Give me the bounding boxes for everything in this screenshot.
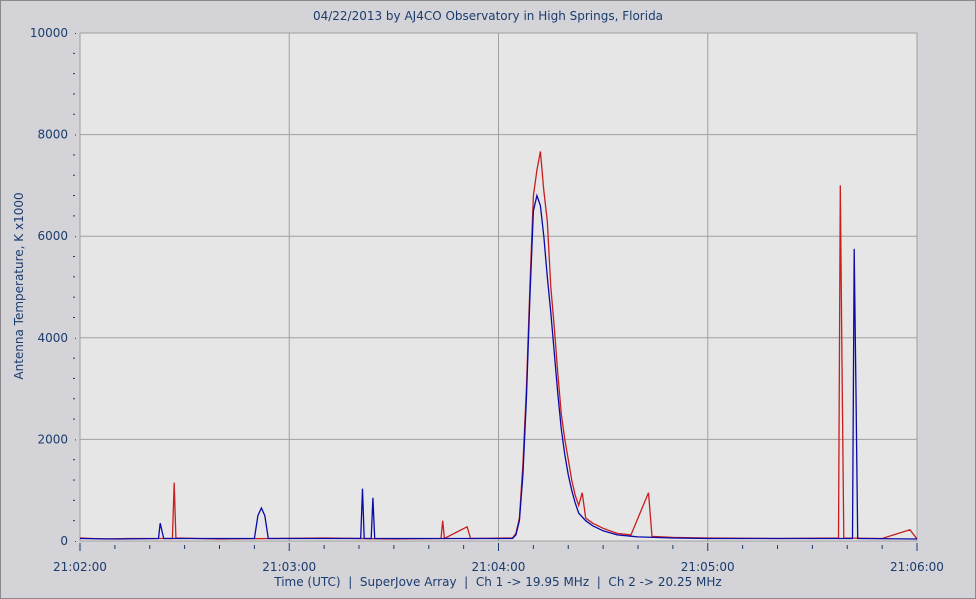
x-tick-label: 21:03:00 [262, 560, 316, 574]
x-axis-label: Time (UTC) | SuperJove Array | Ch 1 -> 1… [274, 575, 722, 589]
x-tick-label: 21:02:00 [53, 560, 107, 574]
y-tick-label: 10000 [30, 26, 68, 40]
x-tick-label: 21:05:00 [681, 560, 735, 574]
y-tick-label: 8000 [37, 128, 68, 142]
y-tick-label: 0 [60, 534, 68, 548]
y-tick-mark [75, 439, 76, 441]
y-tick-label: 6000 [37, 229, 68, 243]
x-tick-label: 21:06:00 [890, 560, 944, 574]
y-tick-mark [75, 541, 76, 542]
series-line-ch2 [79, 193, 918, 540]
y-tick-mark [75, 337, 76, 339]
chart-title: 04/22/2013 by AJ4CO Observatory in High … [312, 9, 664, 23]
y-tick-mark [75, 33, 76, 34]
y-tick-mark [75, 236, 76, 238]
y-tick-mark [75, 134, 76, 136]
y-tick-label: 2000 [37, 432, 68, 446]
x-tick-label: 21:04:00 [472, 560, 526, 574]
y-tick-label: 4000 [37, 331, 68, 345]
